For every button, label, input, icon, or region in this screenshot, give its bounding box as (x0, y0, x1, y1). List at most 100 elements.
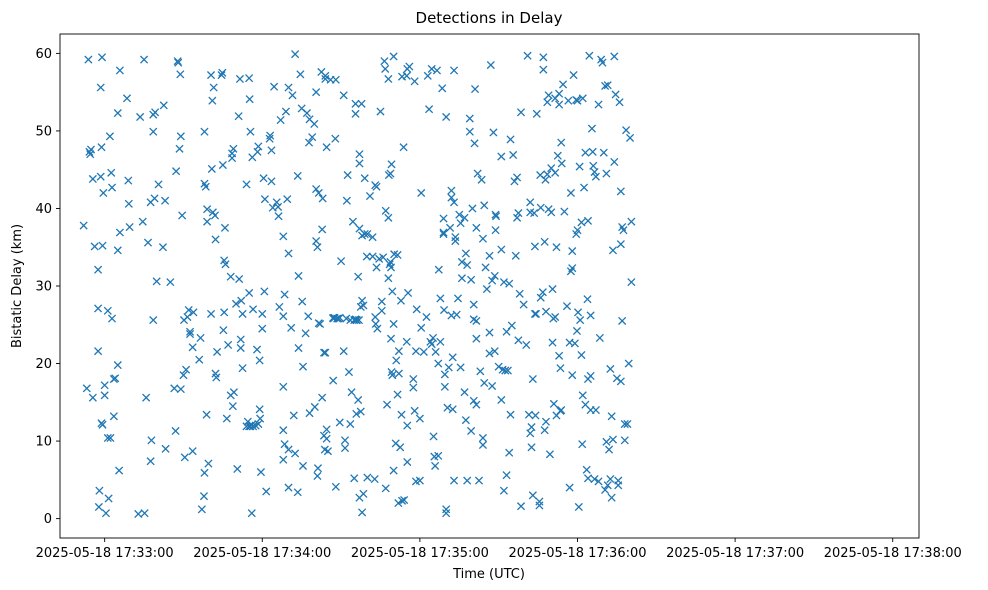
data-point (449, 476, 459, 485)
data-point (113, 246, 122, 255)
data-point (574, 502, 583, 512)
data-point (176, 385, 185, 394)
data-point (310, 119, 319, 129)
data-point (523, 51, 532, 60)
data-point (100, 391, 109, 400)
data-point (291, 449, 300, 458)
data-point (461, 416, 470, 425)
data-point (403, 457, 412, 467)
data-point (283, 195, 292, 204)
data-point (442, 112, 451, 122)
chart-title: Detections in Delay (416, 9, 563, 27)
data-point (97, 53, 107, 62)
data-point (294, 343, 303, 353)
data-point (514, 209, 523, 218)
data-point (258, 309, 267, 318)
data-point (506, 410, 515, 419)
data-point (358, 296, 367, 305)
data-point (284, 483, 293, 492)
data-point (476, 367, 485, 376)
data-point (371, 319, 380, 329)
data-point (213, 347, 222, 356)
data-point (480, 378, 489, 387)
data-point (279, 455, 288, 464)
data-point (549, 399, 558, 408)
data-point (547, 208, 556, 217)
data-point (439, 305, 449, 315)
data-point (394, 369, 403, 378)
data-point (379, 253, 388, 262)
data-point (249, 305, 258, 314)
data-point (218, 68, 227, 77)
data-point (497, 395, 506, 405)
data-point (284, 249, 293, 258)
data-point (331, 75, 340, 84)
data-point (388, 371, 397, 380)
data-point (451, 236, 460, 246)
data-point (519, 300, 528, 309)
data-point (254, 142, 263, 151)
data-point (581, 148, 590, 157)
data-point (107, 183, 117, 192)
data-point (530, 209, 539, 218)
data-point (404, 288, 413, 298)
x-axis-label: Time (UTC) (452, 567, 525, 582)
data-point (359, 301, 368, 310)
data-point (329, 376, 338, 385)
data-point (627, 217, 636, 226)
data-point (358, 508, 367, 517)
data-point (602, 437, 611, 446)
data-point (387, 160, 396, 169)
data-point (381, 206, 390, 215)
data-point (397, 496, 407, 505)
data-point (442, 509, 451, 518)
data-point (389, 466, 398, 475)
data-point (142, 393, 151, 402)
data-point (497, 152, 506, 161)
data-point (491, 226, 500, 235)
data-point (568, 264, 577, 273)
data-point (272, 198, 281, 207)
data-point (344, 368, 354, 377)
data-point (573, 96, 582, 105)
data-point (346, 419, 355, 429)
data-point (586, 311, 595, 320)
data-point (166, 278, 175, 287)
data-point (439, 214, 448, 223)
data-point (222, 414, 231, 423)
data-point (560, 207, 569, 216)
data-point (196, 333, 205, 343)
data-point (577, 218, 586, 227)
data-point (149, 316, 158, 325)
data-point (377, 306, 386, 315)
data-point (460, 388, 469, 397)
data-point (229, 144, 238, 153)
data-point (446, 223, 455, 232)
data-point (515, 289, 524, 298)
data-point (396, 443, 405, 452)
data-point (527, 443, 536, 452)
data-point (532, 109, 541, 118)
data-point (580, 183, 589, 192)
data-point (245, 288, 254, 298)
data-point (489, 128, 498, 137)
y-tick-label: 0 (44, 512, 52, 527)
data-point (99, 188, 108, 198)
data-point (161, 196, 170, 205)
data-point (411, 347, 421, 356)
data-point (318, 393, 327, 402)
data-point (249, 422, 258, 431)
data-point (340, 443, 350, 453)
data-point (351, 109, 360, 118)
data-point (541, 417, 551, 426)
data-point (624, 359, 633, 368)
data-point (436, 294, 445, 303)
data-point (403, 421, 412, 430)
data-point (615, 98, 624, 107)
data-point (339, 347, 348, 356)
data-point (88, 393, 97, 402)
data-point (352, 409, 361, 418)
data-point (526, 198, 535, 207)
data-point (105, 132, 114, 141)
